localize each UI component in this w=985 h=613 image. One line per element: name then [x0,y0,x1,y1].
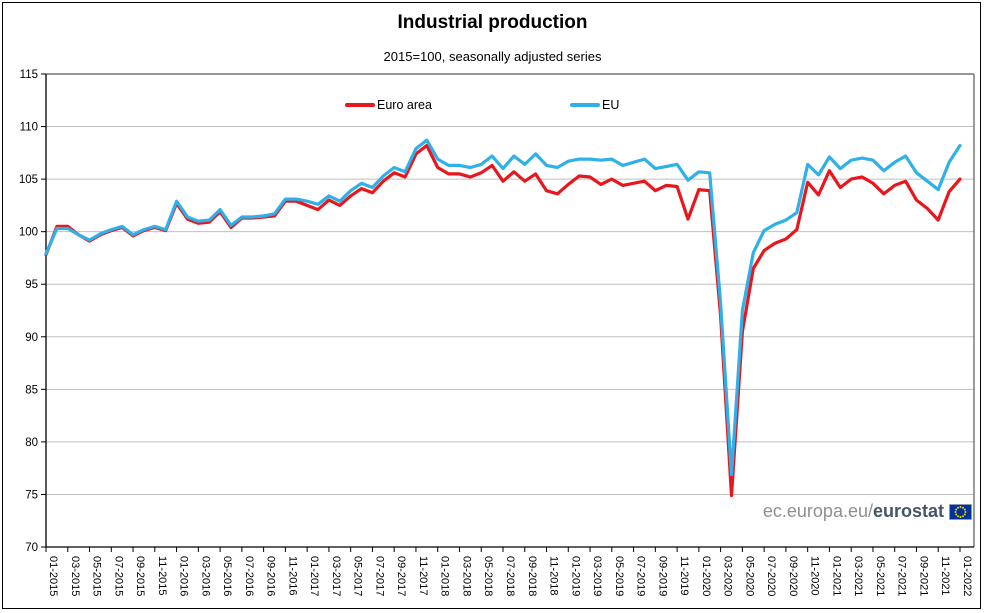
x-tick-label: 09-2015 [134,556,146,596]
x-tick-label: 01-2021 [830,556,842,596]
eurostat-watermark: ec.europa.eu/eurostat [763,501,972,522]
x-tick-label: 07-2016 [243,556,255,596]
y-tick-label: 95 [25,279,38,291]
x-tick-label: 01-2019 [569,556,581,596]
x-tick-label: 03-2021 [852,556,864,596]
series-line-eu [44,138,962,477]
y-tick-label: 115 [20,69,38,81]
x-tick-label: 05-2021 [874,556,886,596]
y-tick-label: 75 [25,489,38,501]
x-tick-label: 05-2020 [743,556,755,596]
chart-title: Industrial production [397,12,588,33]
x-tick-label: 11-2018 [548,556,560,596]
y-tick-label: 80 [25,437,38,449]
x-tick-label: 03-2016 [199,556,211,596]
euro-area-line-swatch [345,102,375,108]
x-tick-label: 01-2017 [308,556,320,596]
x-tick-label: 01-2015 [47,556,59,596]
legend-item-euro-area: Euro area [345,98,432,112]
series-line-euro-area [44,143,962,498]
y-tick-label: 85 [25,384,38,396]
legend-item-eu: EU [570,98,619,112]
x-tick-label: 07-2018 [504,556,516,596]
x-tick-label: 01-2018 [439,556,451,596]
y-tick-label: 105 [19,174,38,186]
x-tick-label: 09-2020 [787,556,799,596]
footer-url-bold: eurostat [872,501,944,521]
legend-label-eu: EU [602,98,620,112]
chart-subtitle: 2015=100, seasonally adjusted series [383,49,602,64]
x-tick-label: 11-2019 [678,556,690,596]
x-tick-label: 07-2019 [635,556,647,596]
x-tick-label: 09-2017 [395,556,407,596]
x-tick-label: 05-2017 [352,556,364,596]
x-tick-label: 03-2015 [69,556,81,596]
x-tick-label: 09-2018 [526,556,538,596]
x-tick-label: 11-2015 [156,556,168,596]
x-tick-label: 07-2021 [896,556,908,596]
x-tick-label: 03-2018 [460,556,472,596]
x-tick-label: 03-2019 [591,556,603,596]
x-tick-label: 09-2021 [917,556,929,596]
x-tick-label: 01-2020 [700,556,712,596]
y-tick-label: 100 [19,227,38,239]
x-tick-label: 07-2017 [373,556,385,596]
x-tick-label: 11-2017 [417,556,429,596]
x-tick-label: 07-2015 [112,556,124,596]
x-tick-label: 07-2020 [765,556,777,596]
footer-url-prefix: ec.europa.eu/ [762,501,873,521]
x-tick-label: 11-2020 [809,556,821,596]
eu-flag-icon [949,503,972,520]
y-tick-label: 90 [25,332,38,344]
x-tick-label: 05-2018 [482,556,494,596]
x-tick-label: 11-2016 [286,556,298,596]
x-tick-label: 03-2020 [722,556,734,596]
eu-line-swatch [570,102,600,108]
x-tick-label: 05-2015 [91,556,103,596]
x-tick-label: 09-2016 [265,556,277,596]
y-tick-label: 70 [25,542,38,554]
x-tick-label: 11-2021 [939,556,951,596]
x-tick-label: 03-2017 [330,556,342,596]
x-tick-label: 01-2022 [961,556,973,596]
x-tick-label: 05-2019 [613,556,625,596]
x-tick-label: 05-2016 [221,556,233,596]
x-tick-label: 09-2019 [656,556,668,596]
y-tick-label: 110 [20,122,38,134]
x-tick-label: 01-2016 [178,556,190,596]
legend-label-euro-area: Euro area [377,98,432,112]
